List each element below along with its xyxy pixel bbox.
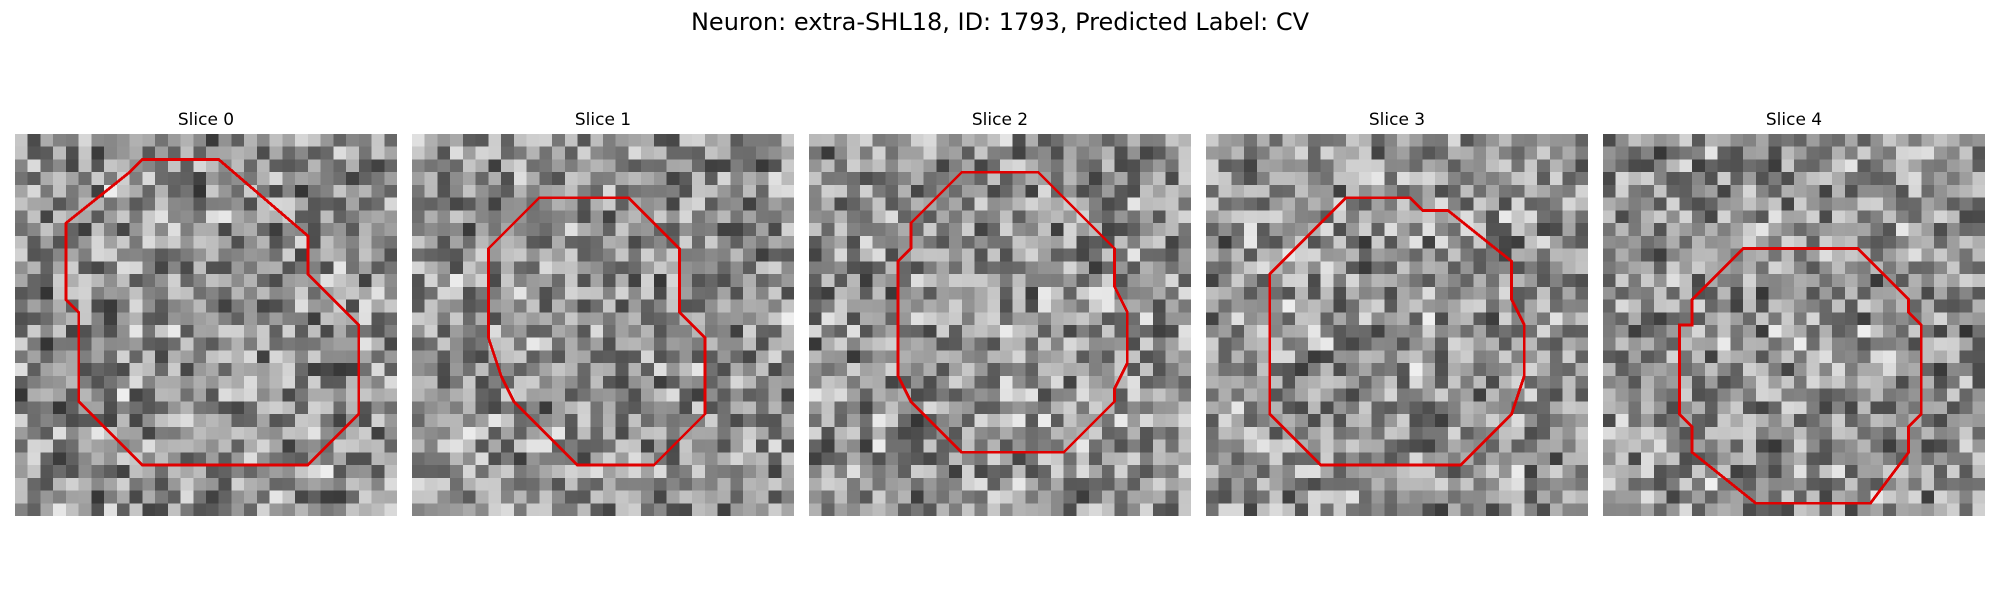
cell-contour — [1268, 196, 1526, 467]
pixel-grid — [1603, 134, 1985, 516]
cell-contour — [64, 158, 361, 467]
pixel-grid — [1206, 134, 1588, 516]
slice-title: Slice 1 — [574, 110, 632, 130]
slice-image — [412, 134, 794, 516]
cell-contour — [896, 170, 1129, 454]
pixel-grid — [412, 134, 794, 516]
cell-contour — [1677, 247, 1923, 505]
slice-title: Slice 4 — [1765, 110, 1823, 130]
slice-image — [809, 134, 1191, 516]
slice-panel-0: Slice 0 — [15, 108, 397, 516]
slice-title: Slice 3 — [1368, 110, 1426, 130]
slice-image — [1206, 134, 1588, 516]
cell-contour — [486, 196, 707, 467]
slice-image — [15, 134, 397, 516]
slice-image — [1603, 134, 1985, 516]
slice-panel-4: Slice 4 — [1603, 108, 1985, 516]
slice-panel-1: Slice 1 — [412, 108, 794, 516]
slice-title: Slice 2 — [971, 110, 1029, 130]
slice-panel-2: Slice 2 — [809, 108, 1191, 516]
pixel-grid — [809, 134, 1191, 516]
figure-title: Neuron: extra-SHL18, ID: 1793, Predicted… — [690, 8, 1310, 36]
slice-title: Slice 0 — [177, 110, 235, 130]
slice-panel-3: Slice 3 — [1206, 108, 1588, 516]
pixel-grid — [15, 134, 397, 516]
